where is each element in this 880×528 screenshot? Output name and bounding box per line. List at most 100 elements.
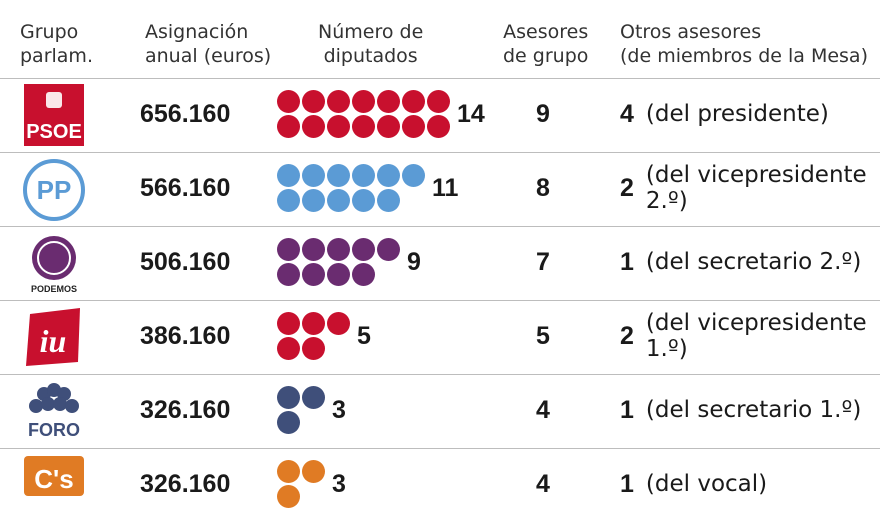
header-advisors: Asesores de grupo bbox=[503, 20, 588, 68]
dot-grid bbox=[276, 163, 426, 213]
deputies-count: 14 bbox=[457, 99, 485, 128]
header-others-line1: Otros asesores bbox=[620, 21, 762, 43]
other-advisors-count: 1 bbox=[620, 247, 634, 276]
allocation-value: 656.160 bbox=[140, 99, 231, 128]
deputy-dot bbox=[402, 164, 425, 187]
deputy-dot bbox=[302, 189, 325, 212]
deputy-dot bbox=[327, 115, 350, 138]
deputy-dot bbox=[302, 386, 325, 409]
deputy-dot bbox=[277, 485, 300, 508]
other-advisors-text: (del vocal) bbox=[645, 471, 768, 497]
dot-grid bbox=[276, 237, 401, 287]
deputy-dot bbox=[302, 115, 325, 138]
deputy-dot bbox=[377, 164, 400, 187]
iu-logo: iu bbox=[26, 308, 80, 366]
header-others: Otros asesores (de miembros de la Mesa) bbox=[620, 20, 868, 68]
group-advisors: 4 bbox=[536, 469, 550, 498]
deputy-dot bbox=[327, 90, 350, 113]
header-group-line2: parlam. bbox=[20, 45, 93, 67]
dot-grid bbox=[276, 311, 351, 361]
table-row: C's 326.160 3 4 1 (del vocal) bbox=[0, 448, 880, 528]
row-divider bbox=[0, 300, 880, 301]
table-row: iu 386.160 5 5 2 (del vicepresidente 1.º) bbox=[0, 300, 880, 380]
other-advisors: 4 (del presidente) bbox=[620, 84, 829, 144]
other-advisors: 2 (del vicepresidente 1.º) bbox=[620, 306, 880, 366]
deputy-dot bbox=[327, 189, 350, 212]
dot-grid bbox=[276, 459, 326, 509]
deputy-dot bbox=[352, 238, 375, 261]
other-advisors: 2 (del vicepresidente 2.º) bbox=[620, 158, 880, 218]
table-row: PSOE 656.160 14 9 4 (del presidente) bbox=[0, 78, 880, 158]
header-group-line1: Grupo bbox=[20, 21, 79, 43]
foro-logo: FORO bbox=[28, 383, 80, 440]
deputy-dot bbox=[327, 238, 350, 261]
deputy-dot bbox=[402, 90, 425, 113]
group-advisors: 5 bbox=[536, 321, 550, 350]
header-group: Grupo parlam. bbox=[20, 20, 93, 68]
allocation-value: 506.160 bbox=[140, 247, 231, 276]
deputy-dot bbox=[352, 115, 375, 138]
dot-grid bbox=[276, 385, 326, 435]
deputy-dot bbox=[277, 115, 300, 138]
header-allocation-line2: anual (euros) bbox=[145, 45, 272, 67]
row-divider bbox=[0, 226, 880, 227]
other-advisors: 1 (del vocal) bbox=[620, 454, 767, 514]
row-divider bbox=[0, 152, 880, 153]
other-advisors-count: 2 bbox=[620, 321, 634, 350]
deputy-dot bbox=[302, 263, 325, 286]
deputy-dot bbox=[302, 238, 325, 261]
deputy-dot bbox=[377, 115, 400, 138]
deputies-count: 9 bbox=[407, 247, 421, 276]
podemos-logo: PODEMOS bbox=[31, 236, 77, 294]
deputy-dot bbox=[277, 263, 300, 286]
deputy-dot bbox=[377, 189, 400, 212]
table-row: FORO 326.160 3 4 1 (del secretario 1.º) bbox=[0, 374, 880, 454]
deputy-dot bbox=[302, 90, 325, 113]
row-divider bbox=[0, 448, 880, 449]
deputy-dot bbox=[327, 312, 350, 335]
row-divider bbox=[0, 78, 880, 79]
deputies-count: 3 bbox=[332, 395, 346, 424]
pp-logo-text: PP bbox=[37, 175, 72, 205]
allocation-value: 326.160 bbox=[140, 395, 231, 424]
psoe-logo: PSOE bbox=[24, 84, 84, 146]
other-advisors: 1 (del secretario 1.º) bbox=[620, 380, 861, 440]
other-advisors-count: 2 bbox=[620, 173, 634, 202]
group-advisors: 7 bbox=[536, 247, 550, 276]
deputy-dot bbox=[352, 189, 375, 212]
group-advisors: 9 bbox=[536, 99, 550, 128]
deputy-dot bbox=[277, 312, 300, 335]
cs-logo-text: C's bbox=[34, 464, 73, 494]
allocation-value: 326.160 bbox=[140, 469, 231, 498]
foro-logo-text: FORO bbox=[28, 420, 80, 440]
deputy-dot bbox=[277, 164, 300, 187]
other-advisors-count: 1 bbox=[620, 395, 634, 424]
group-advisors: 8 bbox=[536, 173, 550, 202]
header-deputies-line1: Número de bbox=[318, 21, 424, 43]
other-advisors-text: (del secretario 2.º) bbox=[645, 249, 862, 275]
deputy-dot bbox=[277, 238, 300, 261]
other-advisors-text: (del secretario 1.º) bbox=[645, 397, 862, 423]
podemos-logo-text: PODEMOS bbox=[31, 284, 77, 294]
table-row: PODEMOS 506.160 9 7 1 (del secretario 2.º) bbox=[0, 226, 880, 306]
deputy-dot bbox=[352, 263, 375, 286]
deputy-dot bbox=[302, 460, 325, 483]
allocation-value: 386.160 bbox=[140, 321, 231, 350]
header-allocation-line1: Asignación bbox=[145, 21, 249, 43]
header-others-line2: (de miembros de la Mesa) bbox=[620, 45, 868, 67]
iu-logo-text: iu bbox=[40, 323, 67, 359]
other-advisors-count: 4 bbox=[620, 99, 634, 128]
pp-logo: PP bbox=[23, 159, 85, 221]
table-row: PP 566.160 11 8 2 (del vicepresidente 2.º) bbox=[0, 152, 880, 232]
deputies-dots: 11 bbox=[276, 158, 458, 218]
deputy-dot bbox=[277, 386, 300, 409]
deputy-dot bbox=[277, 337, 300, 360]
deputy-dot bbox=[302, 164, 325, 187]
header-deputies: Número de diputados bbox=[318, 20, 423, 68]
deputy-dot bbox=[277, 90, 300, 113]
deputies-count: 11 bbox=[432, 173, 459, 202]
deputy-dot bbox=[377, 238, 400, 261]
other-advisors-text: (del presidente) bbox=[645, 101, 829, 127]
deputies-count: 3 bbox=[332, 469, 346, 498]
other-advisors-count: 1 bbox=[620, 469, 634, 498]
